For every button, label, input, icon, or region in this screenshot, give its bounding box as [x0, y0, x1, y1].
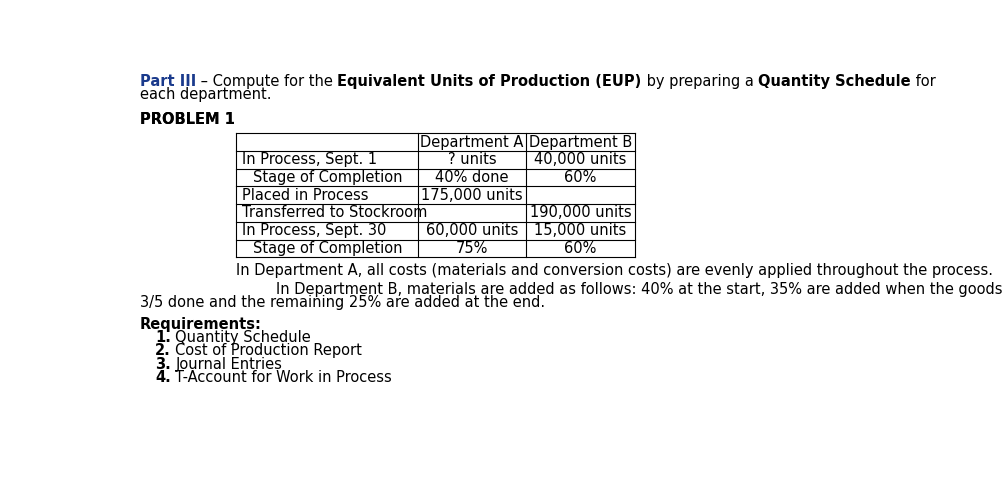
Text: Department A: Department A [420, 135, 524, 150]
Text: 3/5 done and the remaining 25% are added at the end.: 3/5 done and the remaining 25% are added… [140, 295, 545, 310]
Text: In Process, Sept. 30: In Process, Sept. 30 [242, 223, 386, 238]
Text: Department B: Department B [529, 135, 632, 150]
Text: ? units: ? units [448, 152, 496, 167]
Text: Quantity Schedule: Quantity Schedule [758, 74, 911, 89]
Text: Stage of Completion: Stage of Completion [252, 241, 402, 256]
Text: Quantity Schedule: Quantity Schedule [175, 330, 311, 345]
Text: – Compute for the: – Compute for the [196, 74, 338, 89]
Text: 60%: 60% [565, 241, 597, 256]
Text: 2.: 2. [155, 344, 171, 359]
Text: In Process, Sept. 1: In Process, Sept. 1 [242, 152, 377, 167]
Text: 40,000 units: 40,000 units [535, 152, 627, 167]
Text: T-Account for Work in Process: T-Account for Work in Process [175, 370, 392, 385]
Text: 1.: 1. [155, 330, 171, 345]
Text: 3.: 3. [155, 357, 171, 372]
Text: PROBLEM 1: PROBLEM 1 [140, 112, 234, 127]
Text: Part III: Part III [140, 74, 196, 89]
Text: 60,000 units: 60,000 units [426, 223, 519, 238]
Text: Placed in Process: Placed in Process [242, 188, 369, 203]
Text: Journal Entries: Journal Entries [175, 357, 282, 372]
Text: PROBLEM 1: PROBLEM 1 [140, 112, 234, 127]
Text: Stage of Completion: Stage of Completion [252, 170, 402, 185]
Text: for: for [911, 74, 936, 89]
Text: Requirements:: Requirements: [140, 317, 261, 332]
Text: Transferred to Stockroom: Transferred to Stockroom [242, 205, 427, 220]
Text: each department.: each department. [140, 87, 271, 102]
Text: Cost of Production Report: Cost of Production Report [175, 344, 362, 359]
Text: 4.: 4. [155, 370, 171, 385]
Text: 75%: 75% [456, 241, 488, 256]
Text: 60%: 60% [565, 170, 597, 185]
Text: 190,000 units: 190,000 units [530, 205, 631, 220]
Text: Equivalent Units of Production (EUP): Equivalent Units of Production (EUP) [338, 74, 641, 89]
Text: by preparing a: by preparing a [641, 74, 758, 89]
Text: 40% done: 40% done [435, 170, 509, 185]
Text: In Department B, materials are added as follows: 40% at the start, 35% are added: In Department B, materials are added as … [276, 282, 1005, 297]
Text: In Department A, all costs (materials and conversion costs) are evenly applied t: In Department A, all costs (materials an… [236, 264, 993, 279]
Text: 175,000 units: 175,000 units [421, 188, 523, 203]
Text: 15,000 units: 15,000 units [535, 223, 627, 238]
